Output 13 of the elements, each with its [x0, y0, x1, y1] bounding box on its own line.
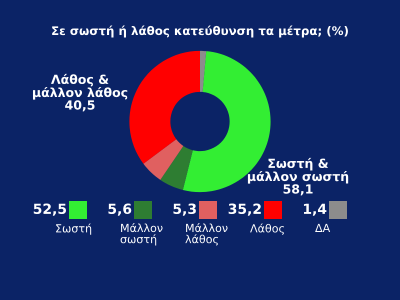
- data-label: 35,2: [228, 204, 261, 216]
- chart-title: Σε σωστή ή λάθος κατεύθυνση τα μέτρα; (%): [52, 26, 348, 38]
- legend-label: Μάλλον λάθος: [185, 223, 228, 246]
- text: Λάθος & μάλλον λάθος 40,5: [32, 74, 128, 112]
- legend-label: Σωστή: [56, 224, 92, 235]
- text: Σωστή & μάλλον σωστή 58,1: [248, 158, 348, 196]
- data-label: 5,6: [108, 204, 132, 216]
- data-label: 1,4: [304, 204, 326, 216]
- legend-label: Μάλλον σωστή: [120, 223, 163, 246]
- data-label: 5,3: [173, 204, 196, 216]
- data-label: 52,5: [34, 204, 66, 216]
- legend-label: Λάθος: [250, 224, 284, 235]
- legend-label: ΔΑ: [315, 224, 330, 232]
